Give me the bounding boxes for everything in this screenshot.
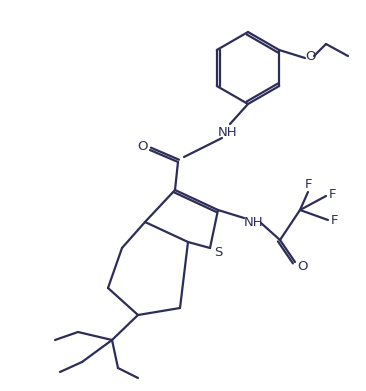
Text: O: O bbox=[298, 260, 308, 273]
Text: O: O bbox=[305, 50, 315, 63]
Text: S: S bbox=[214, 246, 222, 258]
Text: F: F bbox=[305, 178, 313, 190]
Text: O: O bbox=[137, 140, 147, 152]
Text: NH: NH bbox=[244, 215, 264, 228]
Text: NH: NH bbox=[218, 126, 238, 138]
Text: F: F bbox=[331, 215, 339, 228]
Text: F: F bbox=[329, 188, 337, 201]
